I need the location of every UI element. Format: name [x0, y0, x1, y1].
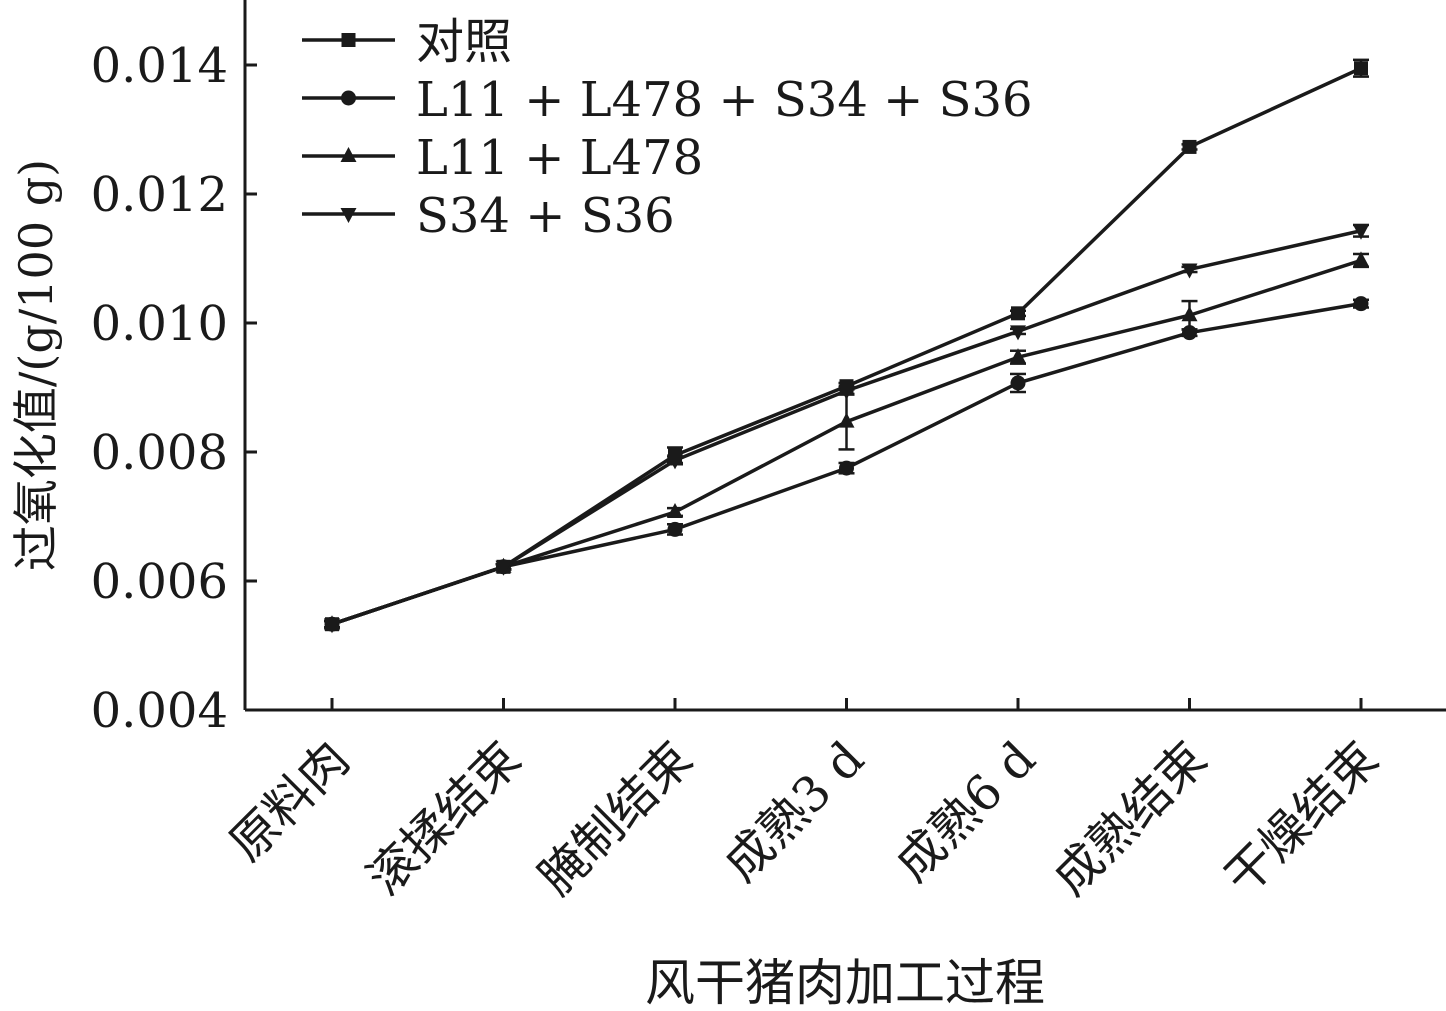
data-point: [1182, 139, 1197, 154]
data-point: [1010, 348, 1026, 364]
y-tick-label: 0.010: [91, 296, 228, 352]
series-2: [324, 296, 1369, 632]
data-point: [1011, 306, 1025, 321]
series-layer: [324, 58, 1369, 634]
data-point: [1353, 251, 1369, 267]
y-tick-label: 0.006: [91, 554, 228, 610]
legend-label: L11 + L478 + S34 + S36: [416, 72, 1033, 128]
x-tick-label: 腌制结束: [528, 731, 703, 906]
x-axis-title: 风干猪肉加工过程: [645, 954, 1045, 1011]
data-point: [1353, 224, 1369, 240]
y-axis-title: 过氧化值/(g/100 g): [9, 159, 63, 571]
data-point: [839, 460, 854, 476]
y-tick-label: 0.012: [91, 167, 228, 223]
data-point: [1353, 296, 1369, 312]
series-4: [324, 223, 1369, 634]
legend-swatch-marker: [341, 33, 356, 47]
y-tick-label: 0.004: [91, 683, 228, 739]
x-tick-label: 成熟3 d: [713, 731, 875, 893]
x-tick-label: 干燥结束: [1214, 731, 1389, 906]
x-tick-label: 成熟结束: [1043, 731, 1218, 906]
x-tick-label: 成熟6 d: [885, 731, 1047, 893]
data-point: [324, 618, 340, 634]
data-point: [1181, 263, 1198, 279]
legend-label: L11 + L478: [416, 130, 703, 186]
legend-item-2: L11 + L478 + S34 + S36: [302, 72, 1033, 128]
legend-item-3: L11 + L478: [302, 130, 703, 186]
legend-swatch-marker: [340, 208, 357, 223]
data-point: [1354, 61, 1368, 76]
x-tick-label: 原料肉: [219, 731, 360, 872]
data-point: [1010, 325, 1026, 341]
legend-item-1: 对照: [302, 14, 512, 70]
data-point: [1181, 306, 1198, 322]
x-tick-label: 滚揉结束: [357, 731, 532, 906]
legend-swatch-marker: [341, 90, 356, 106]
y-tick-label: 0.008: [91, 425, 228, 481]
data-point: [667, 502, 683, 518]
data-point: [495, 560, 512, 576]
data-point: [667, 521, 683, 537]
legend-label: 对照: [416, 14, 512, 70]
data-point: [838, 412, 855, 428]
data-point: [1010, 375, 1026, 391]
legend-swatch-marker: [340, 147, 357, 162]
data-point: [667, 454, 683, 470]
legend-item-4: S34 + S36: [302, 188, 675, 244]
axes: 0.004 0.006 0.008 0.010 0.012 0.014 原料肉滚揉结束腌制结…: [91, 0, 1446, 906]
data-point: [838, 384, 855, 400]
y-tick-label: 0.014: [91, 38, 228, 94]
legend-label: S34 + S36: [416, 188, 675, 244]
